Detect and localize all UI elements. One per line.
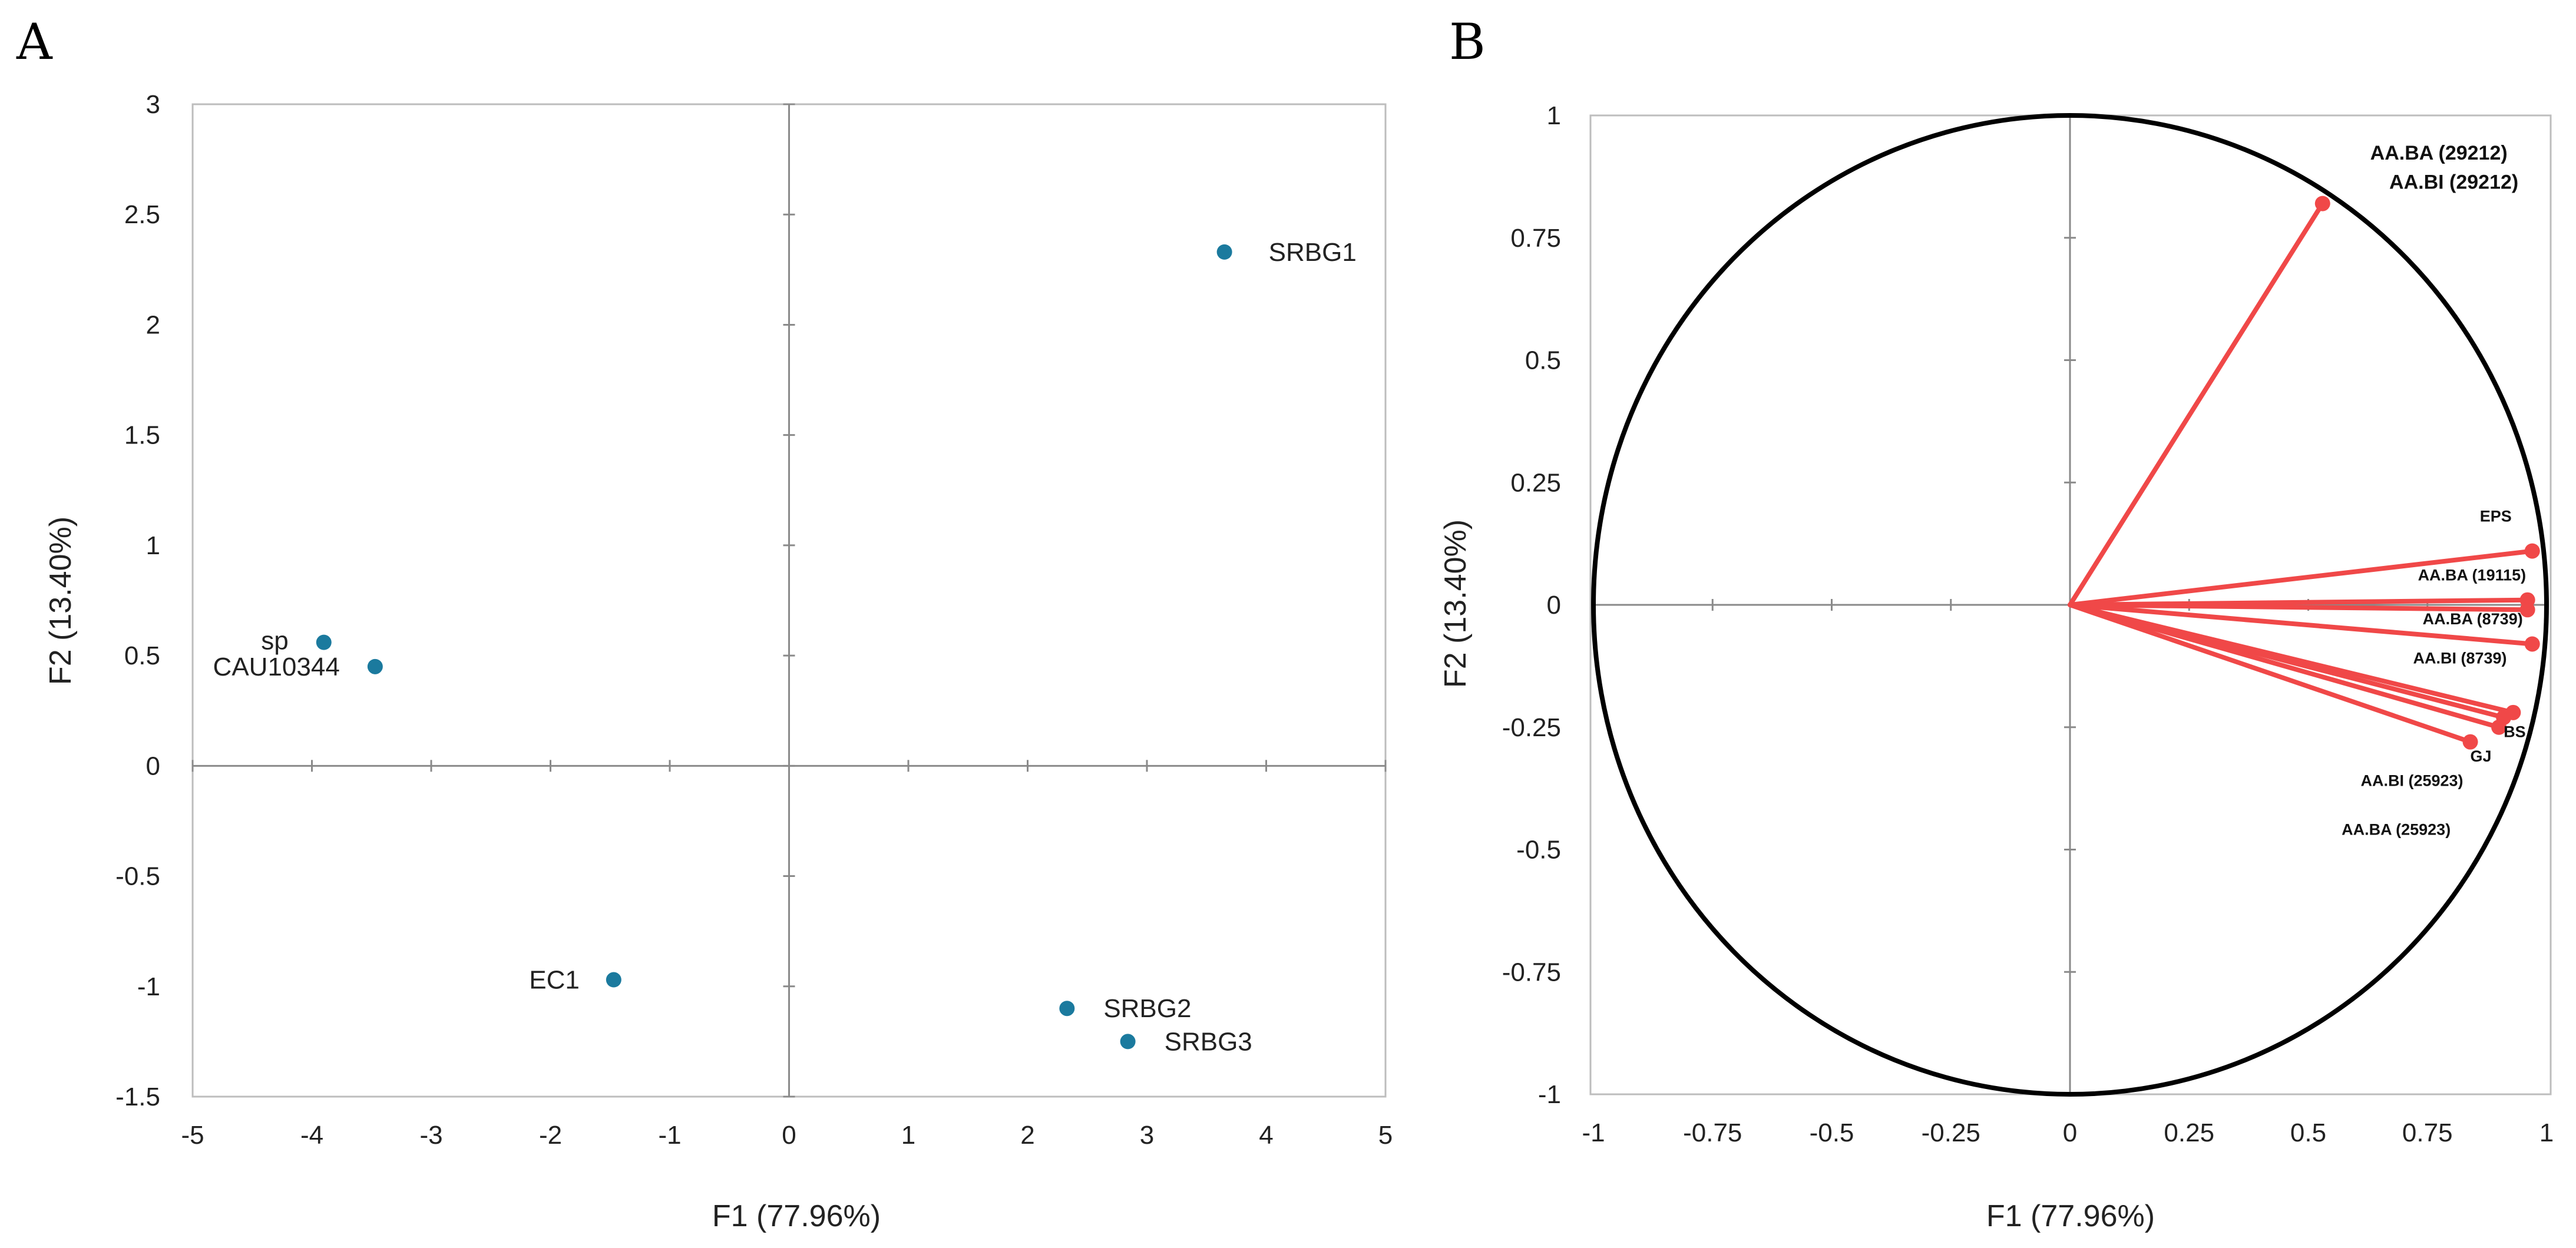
panel-b-y-tick-label: 0.75 (1510, 224, 1561, 253)
panel-b-vector-line (2068, 603, 2473, 744)
panel-b-y-tick-label: 0.5 (1525, 346, 1561, 375)
panel-a-y-tick-label: -1.5 (115, 1083, 160, 1111)
panel-b-vector-line (2068, 603, 2502, 730)
panel-a-x-tick-label: -2 (539, 1121, 562, 1150)
panel-a-x-tick-label: -1 (658, 1121, 681, 1150)
panel-a-y-tick-label: 0.5 (124, 641, 160, 670)
panel-b-y-tick-label: 1 (1547, 101, 1561, 130)
panel-b-y-tick-label: -0.5 (1516, 836, 1561, 865)
panel-b-letter: B (1449, 13, 1486, 71)
panel-b-unit-circle (1591, 113, 2549, 1097)
panel-a-point (367, 658, 383, 674)
panel-b-vector-label: AA.BI (25923) (2360, 772, 2463, 789)
panel-a-x-axis-title: F1 (77.96%) (712, 1199, 881, 1233)
panel-b-vector-label: GJ (2471, 747, 2492, 765)
panel-b-y-tick-label: -0.25 (1502, 713, 1561, 742)
panel-a-point-label: SRBG1 (1269, 238, 1357, 267)
panel-b-y-tick-label: 0.25 (1510, 468, 1561, 497)
panel-a-point (606, 972, 621, 988)
panel-b-y-tick-label: -0.75 (1502, 958, 1561, 987)
panel-b-vector-label: AA.BA (19115) (2418, 566, 2527, 584)
panel-b-vector-endpoint (2462, 734, 2478, 750)
panel-a-x-tick-label: 3 (1140, 1121, 1154, 1150)
panel-b-x-axis-title: F1 (77.96%) (1986, 1199, 2155, 1233)
panel-b-y-tick-label: -1 (1538, 1080, 1561, 1109)
panel-b-vector-endpoint (2524, 543, 2540, 559)
panel-b-tick-labels: -1 -0.75 -0.5 -0.25 0 0.25 0.5 0.75 1 -1 -0.75 -0.5… (1502, 101, 2554, 1147)
panel-b-y-tick-label: 0 (1547, 591, 1561, 620)
panel-b-vector-line (2068, 603, 2535, 647)
panel-a-y-tick-label: 2.5 (124, 200, 160, 229)
panel-b-vector-label: AA.BA (25923) (2342, 821, 2451, 839)
panel-b-circle-outline (1591, 113, 2549, 1097)
panel-a-point (1216, 244, 1232, 260)
panel-b-x-tick-label: -0.75 (1683, 1118, 1742, 1147)
panel-b-vector-labels: AA.BA (29212) AA.BI (29212) EPS AA.BA (1911… (2342, 142, 2526, 839)
panel-a-point (316, 634, 332, 650)
panel-b-vector-label: EPS (2480, 508, 2512, 525)
panel-a-y-tick-label: -1 (137, 972, 160, 1001)
panel-a-x-tick-label: 0 (782, 1121, 796, 1150)
panel-b-vector-endpoint (2519, 602, 2535, 618)
panel-b-vector-label: BS (2504, 723, 2526, 740)
panel-b-vector-endpoint (2524, 636, 2540, 652)
panel-a-scatter: A -5 -4 -3 -2 -1 0 1 2 3 4 5 -1.5 -1 -0.5 0 0.5 1 1.5 2 2.5… (16, 13, 1393, 1233)
panel-a-point-label: SRBG2 (1103, 994, 1191, 1023)
panel-b-x-tick-label: 0.5 (2290, 1118, 2326, 1147)
panel-b-vector-label: AA.BI (8739) (2413, 650, 2506, 667)
panel-a-x-tick-label: 2 (1020, 1121, 1034, 1150)
panel-a-point-label: CAU10344 (213, 653, 340, 681)
panel-b-x-tick-label: 0 (2063, 1118, 2077, 1147)
panel-b-x-tick-label: -1 (1582, 1118, 1605, 1147)
panel-a-point-label: EC1 (529, 966, 580, 995)
panel-a-x-tick-label: -3 (419, 1121, 442, 1150)
panel-a-y-tick-label: -0.5 (115, 862, 160, 891)
panel-a-x-tick-label: -4 (300, 1121, 323, 1150)
panel-a-y-tick-label: 1 (146, 531, 160, 560)
panel-a-point (1120, 1034, 1136, 1050)
panel-b-correlation-circle: B -1 -0.75 -0.5 -0.25 0 0.25 0.5 0.75 1 -1 -0.75 -0… (1439, 13, 2554, 1233)
panel-b-vector-line (2068, 603, 2530, 613)
panel-a-y-tick-label: 1.5 (124, 421, 160, 450)
panel-b-x-tick-label: -0.25 (1922, 1118, 1980, 1147)
panel-a-y-tick-label: 0 (146, 752, 160, 780)
panel-b-vector-endpoint (2491, 719, 2507, 735)
panel-b-y-axis-title: F2 (13.40%) (1439, 519, 1473, 688)
panel-b-x-tick-label: 0.75 (2402, 1118, 2453, 1147)
panel-b-x-tick-label: 0.25 (2164, 1118, 2214, 1147)
panel-a-point-label: sp (261, 627, 288, 656)
panel-a-x-tick-label: 5 (1378, 1121, 1393, 1150)
panel-b-vector-line (2068, 201, 2325, 607)
panel-a-tick-labels: -5 -4 -3 -2 -1 0 1 2 3 4 5 -1.5 -1 -0.5 0 0.5 1 1.5 2 2.5 3 (115, 90, 1393, 1150)
panel-b-x-tick-label: -0.5 (1810, 1118, 1854, 1147)
panel-b-vectors (2068, 196, 2540, 750)
panel-a-y-tick-label: 2 (146, 310, 160, 339)
panel-b-vector-label: AA.BA (29212) (2370, 142, 2508, 164)
panel-a-point-label: SRBG3 (1165, 1027, 1252, 1056)
panel-b-vector-label: AA.BA (8739) (2423, 610, 2523, 628)
panel-a-y-tick-label: 3 (146, 90, 160, 119)
panel-b-vector-line (2068, 548, 2535, 607)
panel-b-vector-label: AA.BI (29212) (2389, 171, 2518, 194)
panel-a-x-tick-label: 1 (901, 1121, 915, 1150)
panel-a-point (1059, 1001, 1075, 1017)
panel-b-x-tick-label: 1 (2539, 1118, 2554, 1147)
panel-a-x-tick-label: 4 (1259, 1121, 1273, 1150)
panel-a-y-axis-title: F2 (13.40%) (44, 517, 78, 685)
panel-a-letter: A (16, 13, 53, 71)
panel-a-zero-axes (191, 103, 1387, 1098)
panel-b-vector-endpoint (2314, 196, 2330, 211)
panel-a-x-tick-label: -5 (181, 1121, 204, 1150)
